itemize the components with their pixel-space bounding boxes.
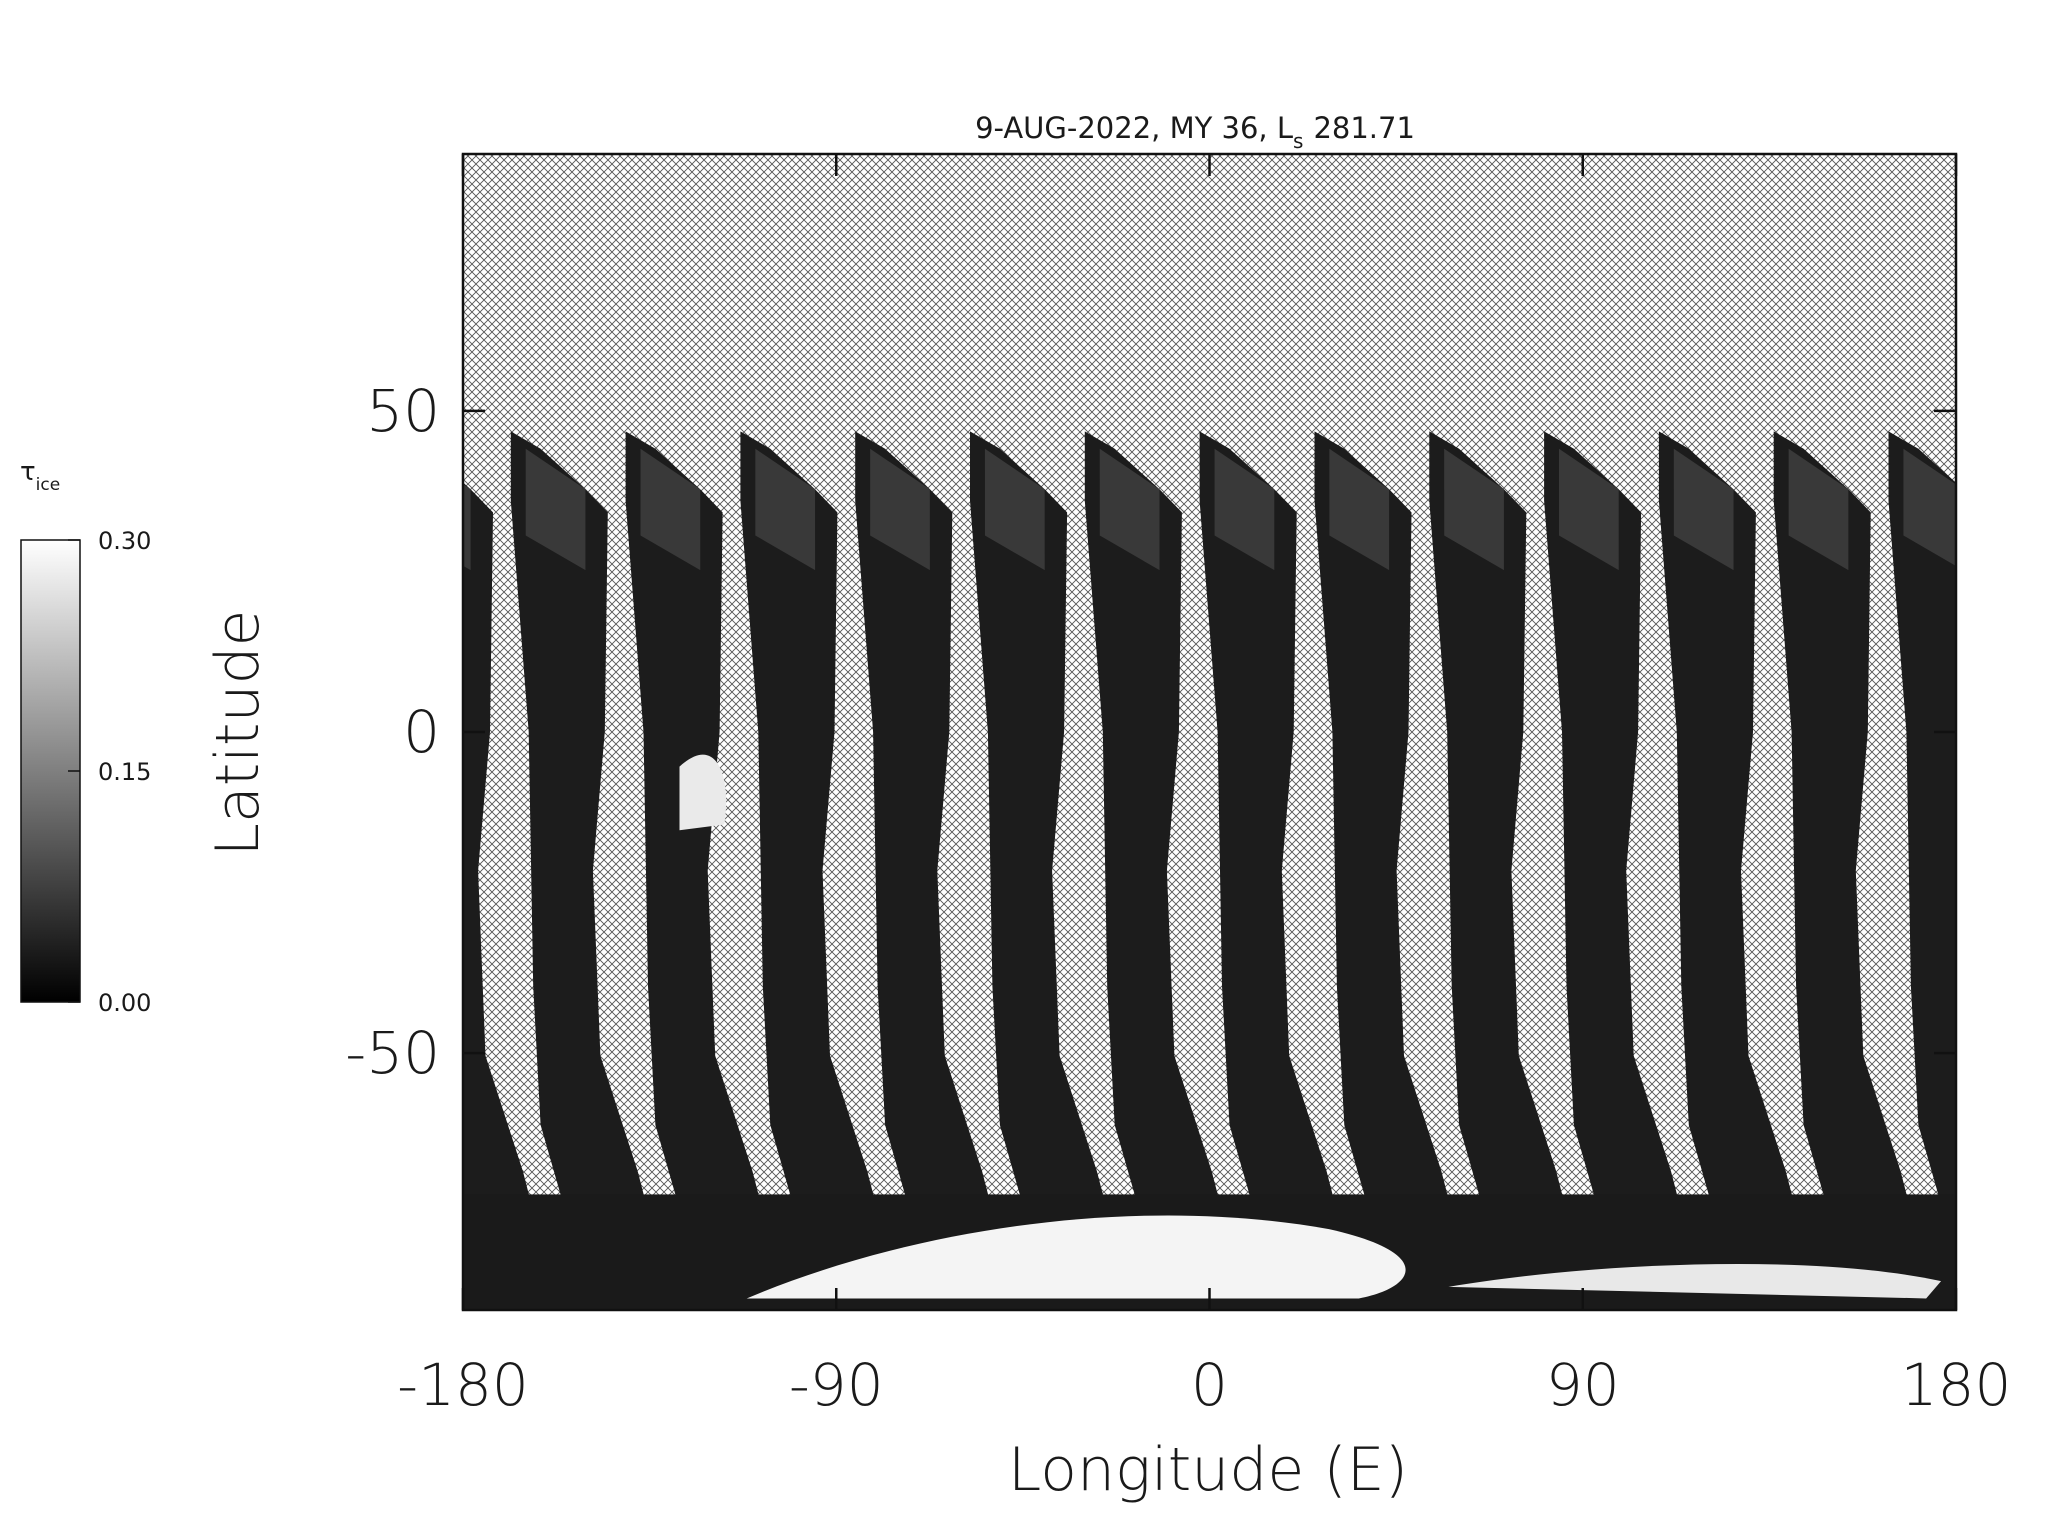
y-tick-label: -50 [345, 1019, 440, 1087]
swath-cloud [1214, 448, 1275, 571]
swath-cloud [463, 484, 471, 571]
swath-cloud [2018, 449, 2048, 570]
map-image [463, 154, 2048, 1310]
swath [2003, 431, 2048, 1229]
swath [1429, 431, 1572, 1230]
swath [1314, 431, 1457, 1230]
chart-title: 9-AUG-2022, MY 36, Ls 281.71 [975, 111, 1415, 153]
bright-cloud [679, 754, 727, 831]
swath-cloud [1673, 448, 1734, 571]
swath [970, 431, 1112, 1230]
y-tick-label: 0 [403, 698, 440, 766]
swath [463, 482, 538, 1230]
colorbar-tick-label: 0.30 [98, 527, 151, 555]
swath [1658, 431, 1801, 1230]
swath-cloud [1329, 448, 1390, 571]
swath-cloud [1788, 448, 1849, 571]
colorbar-tick-label: 0.00 [98, 989, 151, 1017]
colorbar [20, 539, 81, 1003]
y-tick-label: 50 [366, 377, 440, 445]
swath-cloud [1903, 448, 1956, 566]
swath [1544, 431, 1686, 1230]
swath [510, 431, 653, 1230]
swath [1888, 431, 1956, 1230]
swath [1773, 431, 1916, 1230]
swath [740, 431, 883, 1230]
swath [855, 431, 997, 1230]
y-axis-label: Latitude [203, 610, 273, 857]
colorbar-symbol: τ [20, 457, 36, 487]
swath [1084, 431, 1227, 1230]
title-subscript: s [1293, 129, 1303, 153]
swath-cloud [640, 448, 701, 571]
swath-cloud [1559, 448, 1619, 571]
swath-cloud [755, 448, 816, 571]
polar-cap [1448, 1263, 1942, 1299]
swath [625, 431, 768, 1230]
x-axis-label: Longitude (E) [1008, 1435, 1408, 1505]
polar-cap [746, 1215, 1406, 1299]
title-value: 281.71 [1313, 111, 1414, 145]
swath-cloud [1099, 448, 1160, 571]
x-tick-label: -180 [397, 1351, 529, 1419]
swath-cloud [984, 448, 1045, 571]
swath-cloud [525, 448, 586, 571]
swath [1199, 431, 1342, 1230]
title-main: 9-AUG-2022, MY 36, L [975, 111, 1293, 145]
colorbar-subscript: ice [36, 475, 61, 495]
x-tick-label: 90 [1546, 1351, 1620, 1419]
colorbar-tick-label: 0.15 [98, 758, 151, 786]
swath-cloud [1444, 448, 1504, 571]
x-tick-label: -90 [789, 1351, 884, 1419]
swath-cloud [870, 448, 930, 571]
x-tick-label: 0 [1191, 1351, 1228, 1419]
colorbar-label: τice [20, 457, 60, 495]
x-tick-label: 180 [1901, 1351, 2012, 1419]
